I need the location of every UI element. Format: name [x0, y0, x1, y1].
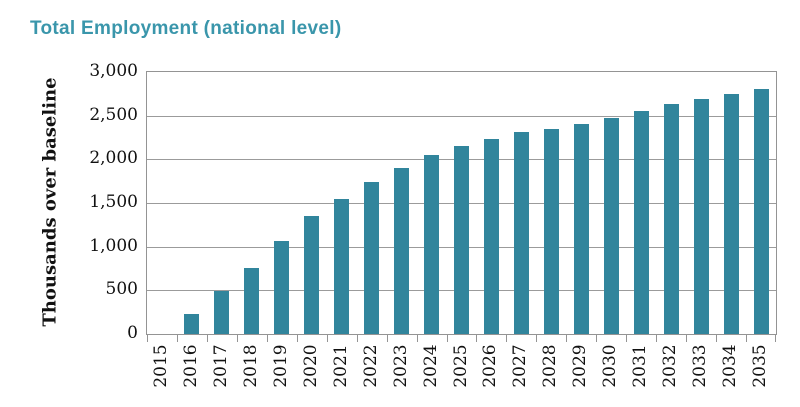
- bar-2023: [394, 168, 410, 334]
- bar-2020: [304, 216, 320, 334]
- y-tick-label-500: 500: [105, 279, 138, 300]
- x-axis-tick: [716, 334, 718, 342]
- x-tick-label-2021: 2021: [330, 344, 351, 388]
- x-axis-tick: [536, 334, 538, 342]
- y-tick-label-1,500: 1,500: [89, 192, 138, 212]
- x-axis-tick: [326, 334, 328, 342]
- y-tick-label-0: 0: [127, 323, 138, 343]
- bar-2033: [693, 99, 709, 334]
- y-tick-label-2,000: 2,000: [89, 148, 138, 169]
- x-tick-label-2015: 2015: [150, 344, 171, 388]
- x-tick-label-2024: 2024: [420, 344, 441, 388]
- x-tick-label-2030: 2030: [600, 344, 621, 388]
- bar-2025: [454, 146, 469, 334]
- x-axis-tick: [476, 334, 478, 342]
- x-tick-label-2029: 2029: [570, 344, 591, 388]
- x-axis-tick: [296, 334, 298, 342]
- x-axis-tick: [236, 334, 238, 342]
- bar-2024: [424, 154, 440, 334]
- x-tick-label-2016: 2016: [180, 344, 201, 388]
- x-tick-label-2032: 2032: [660, 344, 681, 388]
- y-tick-label-1,000: 1,000: [89, 235, 138, 256]
- x-axis-tick: [386, 334, 388, 342]
- bar-2034: [723, 93, 739, 334]
- x-tick-label-2027: 2027: [510, 344, 531, 388]
- bar-2016: [184, 313, 200, 334]
- bar-2026: [483, 139, 499, 334]
- x-axis-tick: [206, 334, 208, 342]
- x-axis-tick: [266, 334, 268, 342]
- x-tick-label-2025: 2025: [450, 344, 471, 388]
- x-tick-label-2028: 2028: [540, 344, 561, 388]
- gridline-2500: [147, 115, 776, 117]
- x-axis-tick: [446, 334, 448, 342]
- x-axis-tick: [746, 334, 748, 342]
- bar-2019: [274, 240, 290, 334]
- x-tick-label-2019: 2019: [270, 344, 291, 388]
- x-axis-tick: [566, 334, 568, 342]
- bar-2028: [543, 128, 559, 334]
- x-tick-label-2018: 2018: [240, 344, 261, 388]
- x-tick-label-2022: 2022: [360, 344, 381, 388]
- bar-2022: [364, 182, 380, 334]
- x-axis-tick: [596, 334, 598, 342]
- x-tick-label-2026: 2026: [480, 344, 501, 388]
- x-tick-label-2017: 2017: [210, 344, 231, 388]
- bar-2031: [633, 111, 649, 334]
- y-axis-tick-labels: 0 500 1,000 1,500 2,000 2,500 3,000: [0, 61, 138, 343]
- x-axis-tick: [176, 334, 178, 342]
- bar-2030: [603, 118, 619, 334]
- bar-2029: [573, 123, 589, 334]
- x-tick-label-2033: 2033: [690, 344, 711, 388]
- x-axis-tick-labels: 2015 2016 2017 2018 2019 2020 2021 2022 2023 2024…: [146, 336, 775, 402]
- bar-2018: [244, 267, 260, 334]
- x-axis-tick: [775, 334, 776, 342]
- x-axis-tick: [686, 334, 688, 342]
- y-tick-label-3,000: 3,000: [89, 61, 138, 81]
- bar-2017: [214, 291, 230, 334]
- x-tick-label-2035: 2035: [750, 344, 771, 388]
- chart-title: Total Employment (national level): [30, 18, 342, 39]
- x-axis-tick: [147, 334, 148, 342]
- x-tick-label-2034: 2034: [720, 344, 741, 388]
- x-tick-label-2023: 2023: [390, 344, 411, 388]
- x-axis-tick: [626, 334, 628, 342]
- x-axis-tick: [416, 334, 418, 342]
- x-tick-label-2031: 2031: [630, 344, 651, 388]
- bar-2027: [513, 132, 529, 334]
- bar-2035: [753, 89, 769, 334]
- bar-2021: [334, 198, 350, 334]
- x-axis-tick: [356, 334, 358, 342]
- x-tick-label-2020: 2020: [300, 344, 321, 388]
- plot-area: [146, 71, 777, 342]
- bar-2032: [663, 104, 679, 334]
- x-axis-tick: [656, 334, 658, 342]
- x-axis-tick: [506, 334, 508, 342]
- y-tick-label-2,500: 2,500: [89, 104, 138, 125]
